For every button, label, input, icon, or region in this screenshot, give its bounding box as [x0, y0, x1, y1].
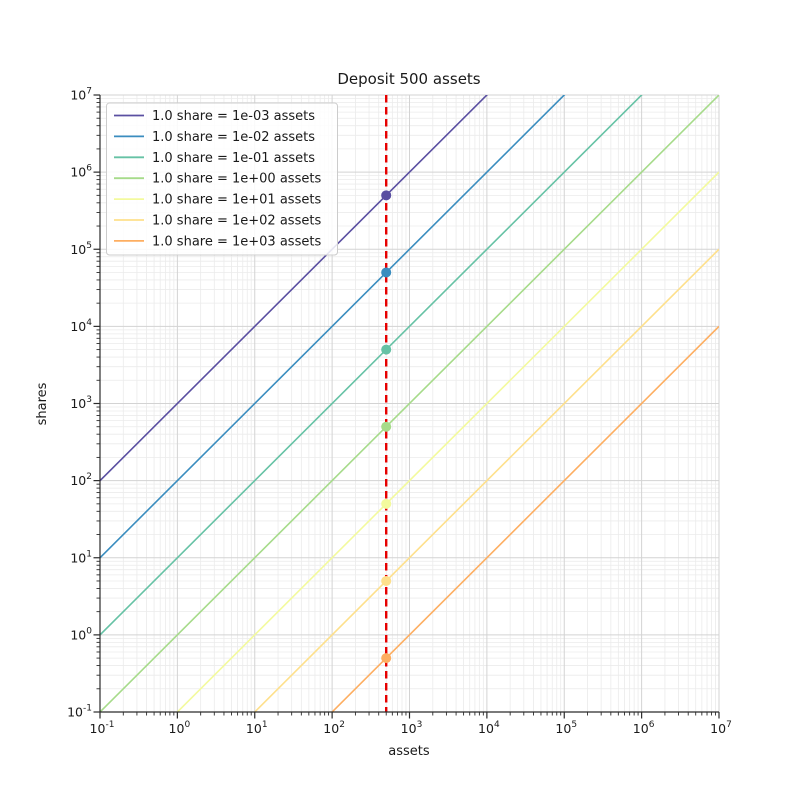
series-line	[100, 95, 719, 712]
legend-entry-label: 1.0 share = 1e+03 assets	[152, 234, 321, 249]
y-tick-label: 102	[70, 472, 92, 488]
y-tick-label: 101	[70, 549, 92, 565]
x-tick-label: 102	[323, 720, 345, 736]
x-axis-label: assets	[388, 744, 430, 759]
x-tick-label: 100	[169, 720, 191, 736]
legend-box	[106, 102, 338, 256]
deposit-marker	[381, 575, 392, 586]
legend: 1.0 share = 1e-03 assets 1.0 share = 1e-0…	[106, 102, 338, 256]
deposit-marker	[381, 653, 392, 664]
series-line	[253, 248, 719, 712]
chart-title: Deposit 500 assets	[337, 70, 480, 88]
x-tick-label: 10-1	[90, 720, 115, 736]
deposit-marker	[381, 190, 392, 201]
deposit-marker	[381, 498, 392, 509]
y-tick-label: 100	[70, 626, 92, 642]
series-lines	[100, 95, 719, 712]
legend-entry-label: 1.0 share = 1e-01 assets	[152, 151, 315, 166]
series-line	[330, 325, 719, 712]
y-tick-label: 105	[70, 241, 92, 257]
x-tick-label: 103	[401, 720, 423, 736]
y-tick-label: 104	[70, 318, 92, 334]
series-line	[100, 95, 643, 636]
legend-entry-label: 1.0 share = 1e-03 assets	[152, 109, 315, 124]
y-tick-label: 103	[70, 395, 92, 411]
deposit-marker	[381, 344, 392, 355]
series-line	[176, 171, 719, 712]
y-axis-label: shares	[35, 382, 50, 425]
series-line	[100, 95, 566, 559]
legend-entry-label: 1.0 share = 1e-02 assets	[152, 130, 315, 145]
y-tick-label: 10-1	[67, 704, 92, 720]
deposit-marker	[381, 421, 392, 432]
x-tick-label: 101	[246, 720, 268, 736]
axes-spines-ticks	[93, 94, 720, 719]
tick-labels: 10-1 100 101 102 103 104 105 106 107 10-1 100 101 10…	[67, 87, 732, 737]
series-line	[100, 95, 489, 482]
legend-entry-label: 1.0 share = 1e+00 assets	[152, 172, 321, 187]
y-tick-label: 106	[70, 164, 92, 180]
x-tick-label: 104	[478, 720, 500, 736]
deposit-marker	[381, 267, 392, 278]
x-tick-label: 107	[710, 720, 732, 736]
legend-entry-label: 1.0 share = 1e+02 assets	[152, 214, 321, 229]
x-tick-label: 106	[633, 720, 655, 736]
y-tick-label: 107	[70, 87, 92, 103]
x-tick-label: 105	[555, 720, 577, 736]
legend-entry-label: 1.0 share = 1e+01 assets	[152, 193, 321, 208]
series-markers	[381, 190, 392, 664]
